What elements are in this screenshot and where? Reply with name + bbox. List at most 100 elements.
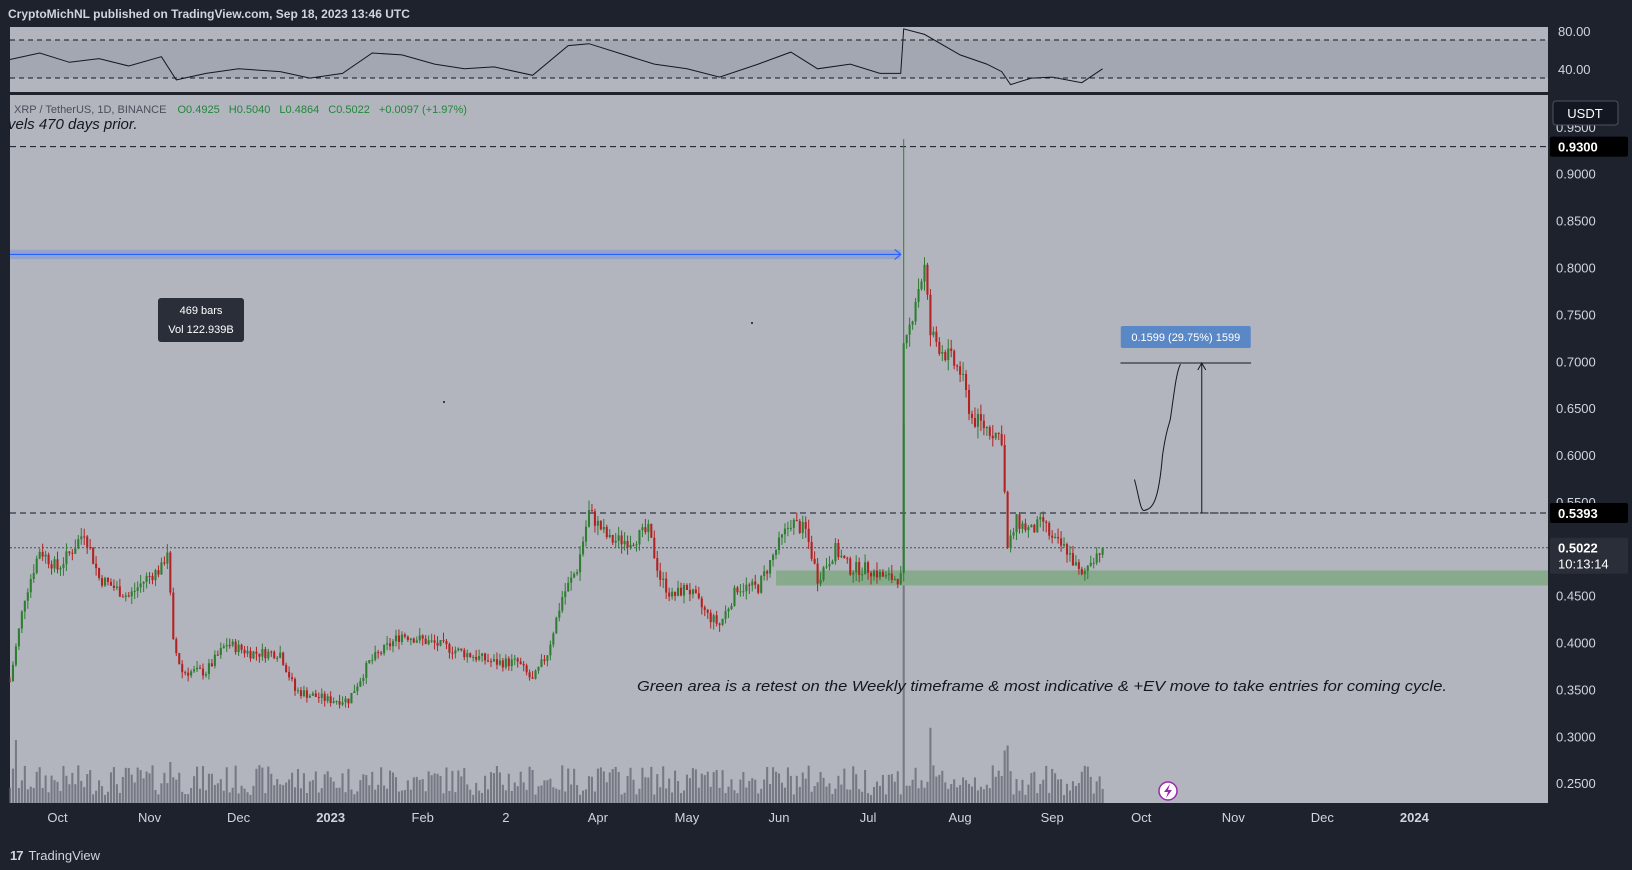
candle-body bbox=[424, 638, 427, 644]
volume-bar bbox=[32, 788, 35, 803]
candle-body bbox=[228, 644, 231, 646]
ohlc-open: O0.4925 bbox=[178, 104, 220, 116]
candle-body bbox=[451, 652, 454, 654]
volume-bar bbox=[68, 784, 71, 803]
candle-body bbox=[288, 672, 291, 678]
candle-body bbox=[65, 551, 68, 565]
volume-bar bbox=[852, 766, 855, 803]
volume-bar bbox=[653, 794, 656, 803]
volume-bar bbox=[534, 794, 537, 803]
countdown-label: 10:13:14 bbox=[1558, 557, 1609, 572]
volume-bar bbox=[935, 776, 938, 803]
volume-bar bbox=[893, 781, 896, 803]
candle-body bbox=[103, 577, 107, 586]
candle-body bbox=[249, 650, 252, 659]
candle-body bbox=[561, 597, 564, 611]
volume-bar bbox=[561, 765, 564, 803]
volume-bar bbox=[590, 776, 593, 803]
volume-bar bbox=[495, 765, 498, 803]
volume-bar bbox=[350, 789, 353, 803]
candle-body bbox=[1024, 523, 1027, 531]
volume-bar bbox=[531, 770, 534, 803]
volume-bar bbox=[377, 784, 380, 803]
volume-bar bbox=[819, 771, 822, 803]
time-axis bbox=[0, 803, 1632, 841]
candle-body bbox=[219, 648, 222, 656]
candle-body bbox=[573, 573, 576, 578]
clipped-note: vels 470 days prior. bbox=[8, 116, 138, 133]
candle-body bbox=[317, 696, 320, 698]
candle-body bbox=[29, 579, 32, 593]
candle-body bbox=[522, 663, 525, 666]
volume-bar bbox=[953, 779, 956, 803]
volume-bar bbox=[299, 788, 303, 803]
candle-body bbox=[896, 578, 899, 585]
price-tick: 0.6000 bbox=[1556, 448, 1596, 463]
volume-bar bbox=[47, 792, 50, 803]
volume-bar bbox=[733, 790, 736, 803]
candle-body bbox=[1003, 445, 1006, 492]
volume-bar bbox=[632, 779, 635, 803]
volume-bar bbox=[169, 761, 172, 803]
volume-bar bbox=[332, 781, 335, 803]
volume-bar bbox=[486, 789, 490, 803]
volume-bar bbox=[816, 782, 819, 803]
volume-bar bbox=[451, 770, 454, 803]
candle-body bbox=[23, 600, 26, 612]
candle-body bbox=[786, 527, 789, 529]
volume-bar bbox=[801, 772, 804, 803]
candle-body bbox=[970, 413, 974, 418]
candle-body bbox=[47, 554, 50, 565]
volume-bar bbox=[436, 773, 439, 803]
candle-body bbox=[190, 671, 193, 676]
candle-body bbox=[831, 561, 834, 564]
candle-body bbox=[766, 571, 769, 574]
candle-body bbox=[335, 700, 338, 702]
candle-body bbox=[552, 633, 555, 645]
volume-bar bbox=[472, 794, 475, 803]
candle-body bbox=[908, 324, 911, 335]
candle-body bbox=[727, 608, 730, 612]
price-tick: 0.9000 bbox=[1556, 167, 1596, 182]
volume-bar bbox=[976, 790, 979, 803]
volume-bar bbox=[166, 783, 169, 803]
candle-body bbox=[834, 543, 837, 562]
candle-body bbox=[780, 534, 784, 538]
candle-body bbox=[115, 586, 118, 588]
candle-body bbox=[679, 587, 683, 596]
candle-body bbox=[436, 642, 439, 646]
price-tick: 0.3500 bbox=[1556, 682, 1596, 697]
candle-body bbox=[902, 343, 905, 574]
volume-bar bbox=[599, 767, 602, 803]
volume-bar bbox=[469, 789, 472, 803]
candle-body bbox=[887, 573, 890, 576]
volume-bar bbox=[338, 787, 341, 803]
candle-body bbox=[864, 562, 867, 575]
volume-bar bbox=[855, 774, 858, 803]
candle-body bbox=[1080, 568, 1083, 575]
volume-bar bbox=[846, 789, 849, 803]
volume-bar bbox=[430, 775, 433, 803]
candle-body bbox=[938, 341, 941, 354]
candle-body bbox=[614, 540, 617, 543]
candle-body bbox=[445, 641, 448, 645]
candle-body bbox=[1098, 553, 1101, 555]
volume-bar bbox=[258, 765, 261, 803]
candle-body bbox=[386, 643, 389, 645]
currency-button[interactable]: USDT bbox=[1552, 100, 1619, 126]
candle-body bbox=[1065, 544, 1069, 555]
lightning-icon[interactable] bbox=[1158, 781, 1178, 801]
volume-bar bbox=[56, 781, 59, 803]
volume-bar bbox=[213, 784, 216, 803]
price-axis-ticks: 0.95000.90000.85000.80000.75000.70000.65… bbox=[1556, 120, 1596, 791]
tradingview-brand[interactable]: 17 TradingView bbox=[10, 848, 100, 863]
candle-body bbox=[926, 264, 929, 295]
candle-body bbox=[1021, 523, 1024, 529]
volume-bar bbox=[103, 794, 107, 803]
candle-body bbox=[674, 591, 677, 596]
volume-bar bbox=[29, 786, 32, 803]
candle-body bbox=[347, 698, 350, 704]
volume-bar bbox=[1080, 771, 1083, 803]
volume-bar bbox=[329, 777, 332, 803]
time-tick: Apr bbox=[588, 810, 609, 825]
